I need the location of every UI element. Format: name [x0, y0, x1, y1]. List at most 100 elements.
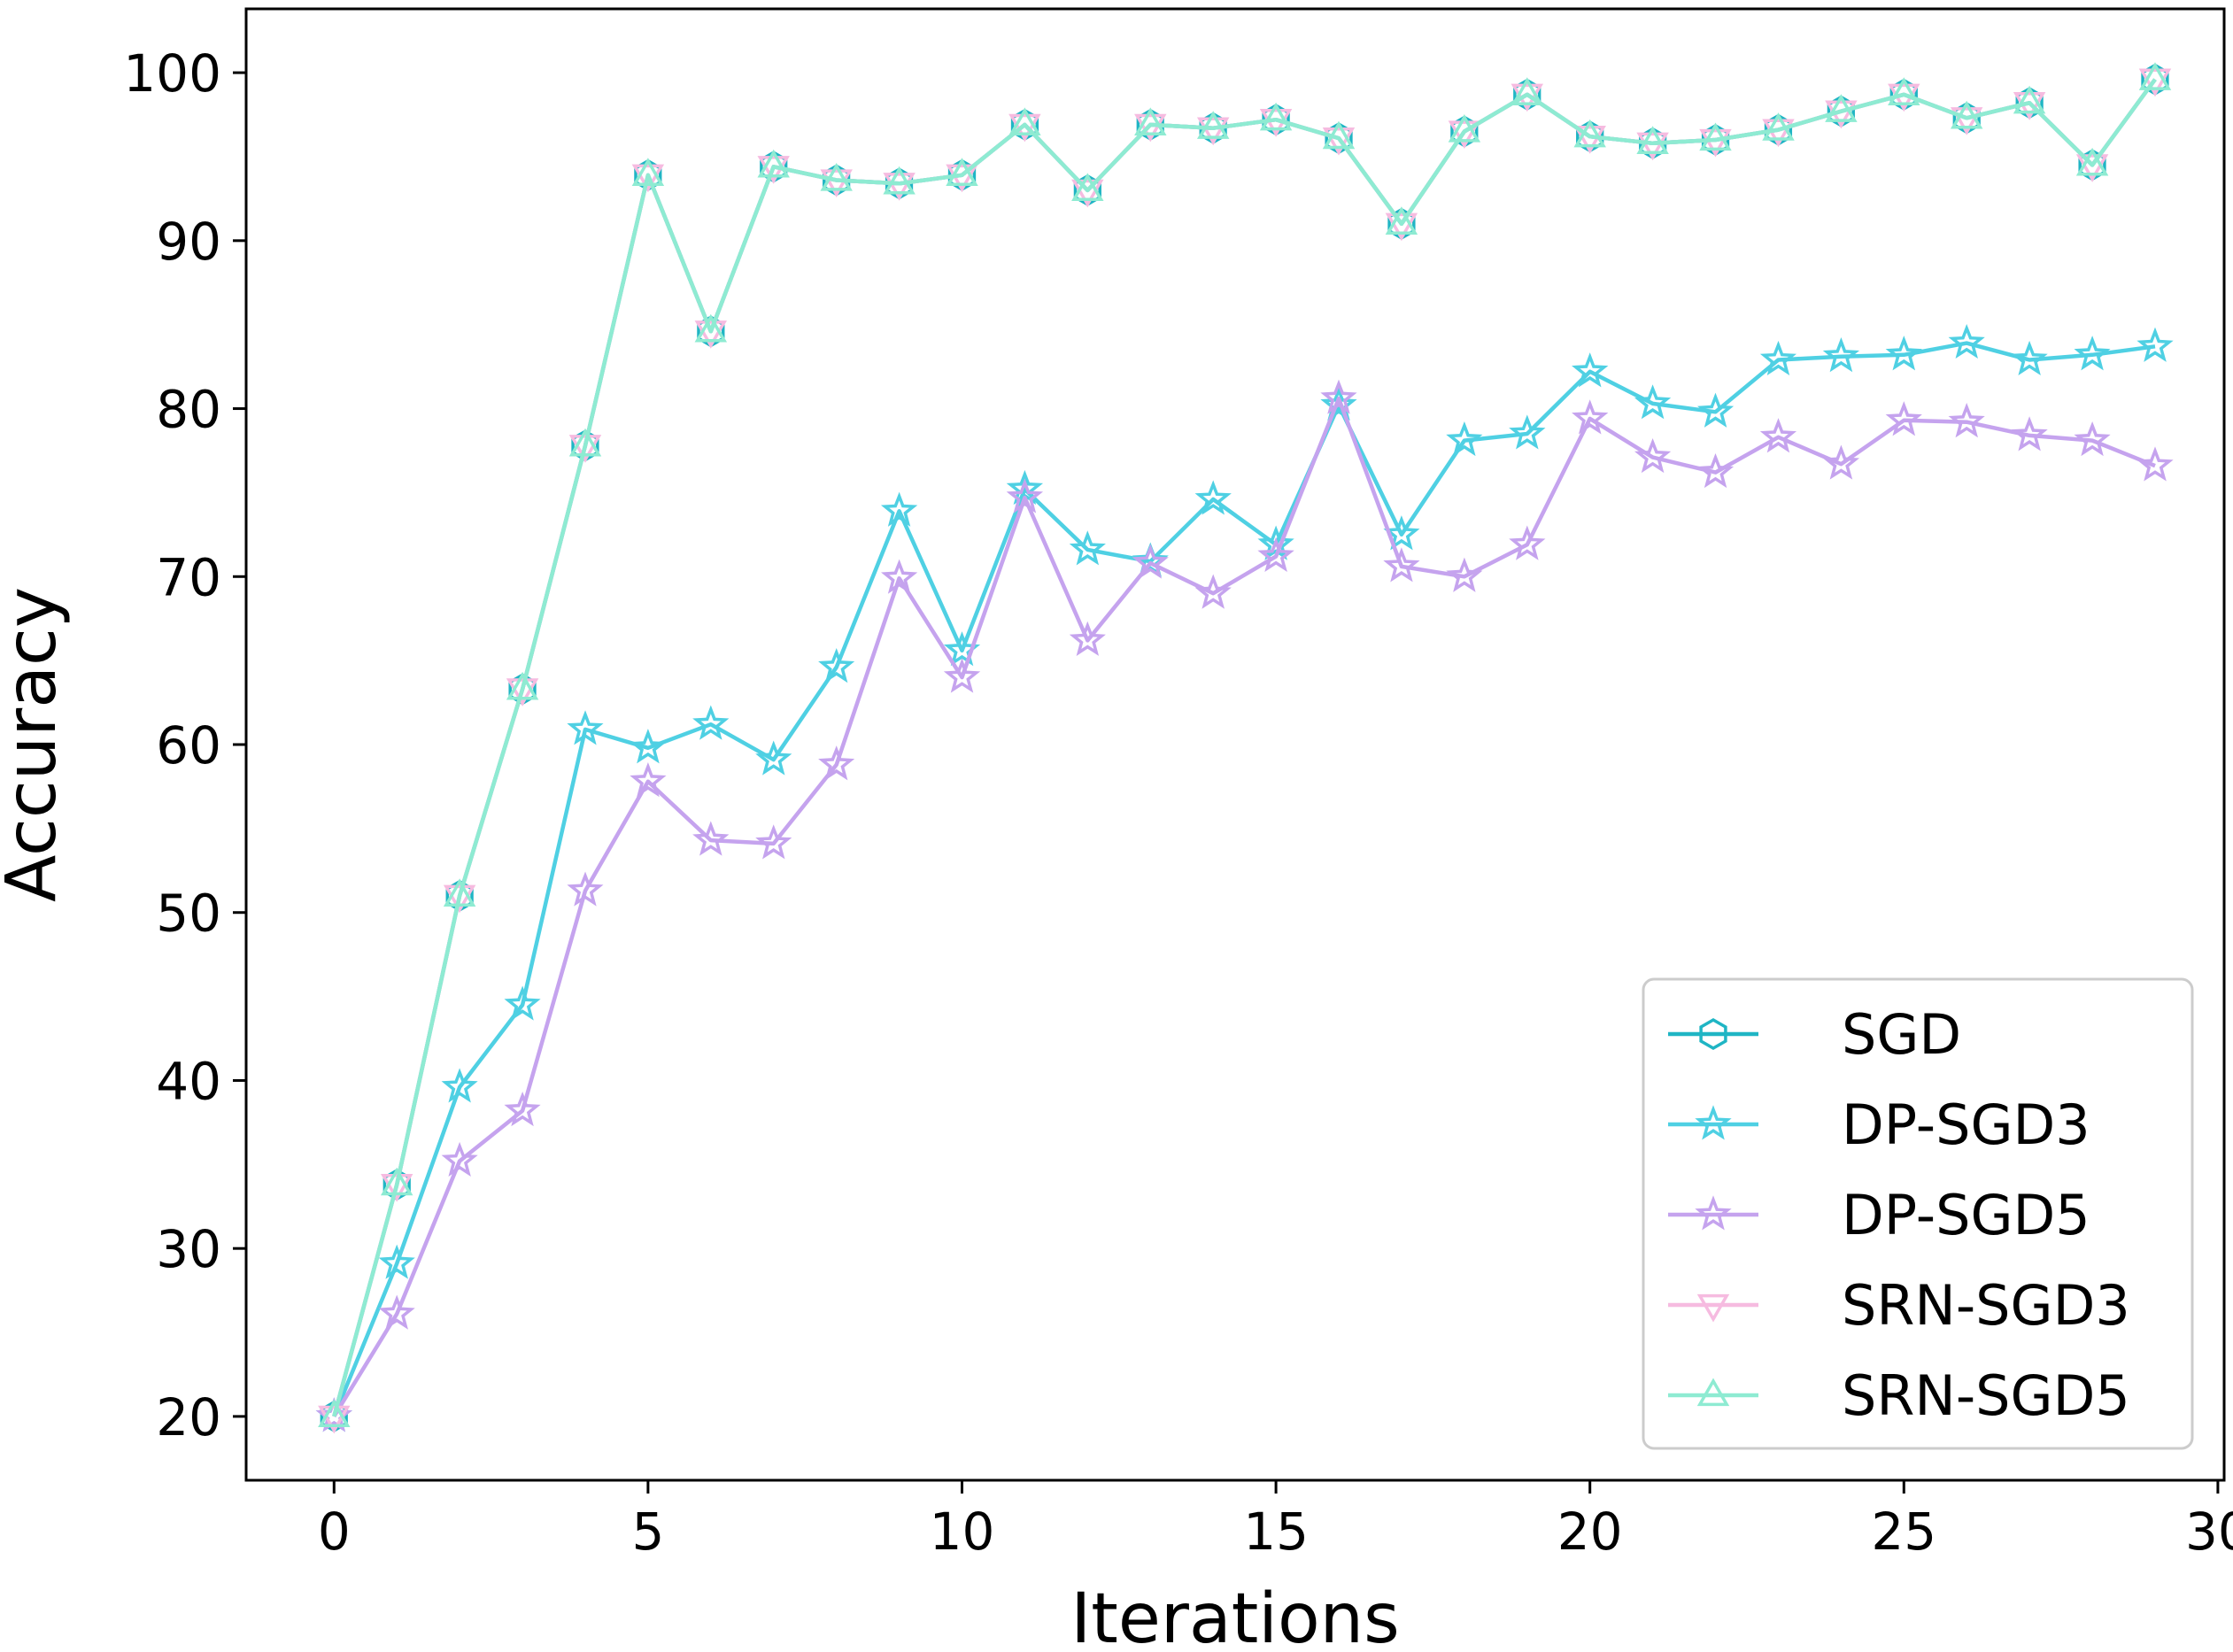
data-point	[1634, 384, 1672, 420]
data-point	[880, 491, 918, 527]
data-point	[1257, 537, 1294, 573]
legend-marker	[1695, 1195, 1732, 1231]
data-point	[1259, 102, 1293, 131]
data-point	[943, 658, 981, 693]
x-tick-label: 5	[631, 1501, 664, 1562]
data-point	[818, 745, 855, 781]
data-point	[1194, 480, 1232, 515]
data-point	[1636, 132, 1669, 161]
data-point	[630, 729, 667, 764]
legend-label: SRN-SGD3	[1842, 1273, 2130, 1338]
data-point	[1008, 113, 1041, 143]
data-point	[1888, 77, 1920, 105]
data-point	[1194, 574, 1232, 609]
data-point	[1885, 336, 1922, 371]
data-point	[2074, 421, 2111, 457]
data-point	[1134, 107, 1167, 136]
data-point	[1699, 128, 1732, 158]
data-point	[694, 313, 728, 343]
data-point	[1383, 547, 1420, 583]
y-axis: 20 30 40 50 60 70 80 90 100	[123, 43, 246, 1447]
data-point	[630, 761, 667, 798]
data-point	[1134, 113, 1167, 143]
data-point	[1697, 392, 1735, 428]
data-point	[378, 1294, 415, 1330]
data-point	[2013, 85, 2046, 114]
data-point	[1759, 418, 1797, 453]
x-tick-label: 20	[1557, 1501, 1623, 1562]
data-point	[1699, 122, 1732, 151]
data-point	[1509, 414, 1546, 450]
data-point	[1948, 323, 1985, 359]
data-point	[2075, 154, 2109, 182]
data-point	[1069, 621, 1106, 656]
data-point	[1006, 478, 1044, 513]
data-point	[441, 1068, 478, 1103]
data-point	[1008, 107, 1041, 136]
series-line	[332, 78, 2157, 1417]
data-point	[631, 158, 665, 186]
data-point	[2074, 336, 2111, 371]
series-layer	[315, 62, 2174, 1434]
data-point	[881, 559, 918, 594]
x-axis: 0 5 10 15 20 25 30	[318, 1480, 2233, 1562]
y-tick-label: 100	[123, 43, 221, 104]
data-point	[1322, 120, 1356, 150]
data-point	[1634, 437, 1672, 474]
data-point	[567, 871, 604, 907]
data-point	[883, 166, 916, 195]
data-point	[2075, 147, 2109, 176]
data-point	[1320, 379, 1357, 414]
data-point	[1132, 544, 1169, 579]
data-point	[1697, 452, 1735, 489]
data-point	[378, 1244, 415, 1279]
data-point	[1383, 515, 1420, 551]
data-point	[1511, 77, 1544, 105]
data-point	[1636, 126, 1669, 154]
data-point	[692, 705, 730, 740]
y-tick-label: 80	[156, 380, 221, 440]
x-tick-label: 0	[318, 1501, 351, 1562]
y-tick-label: 40	[156, 1051, 221, 1111]
data-point	[443, 878, 476, 907]
data-point	[1257, 525, 1294, 560]
data-point	[318, 1405, 351, 1434]
y-tick-label: 30	[156, 1219, 221, 1279]
data-point	[1573, 119, 1606, 148]
data-point	[1822, 336, 1860, 373]
data-point	[1322, 127, 1356, 156]
legend-label: SRN-SGD5	[1842, 1363, 2130, 1428]
data-point	[1446, 421, 1483, 457]
data-point	[1948, 403, 1985, 438]
series-dp-sgd5	[315, 379, 2174, 1432]
data-point	[631, 164, 665, 193]
legend-marker	[1696, 1378, 1730, 1407]
x-axis-title: Iterations	[1070, 1579, 1400, 1652]
data-point	[820, 169, 853, 198]
data-point	[1446, 557, 1483, 592]
data-point	[946, 158, 978, 186]
data-point	[504, 1091, 541, 1127]
x-tick-label: 15	[1243, 1501, 1309, 1562]
data-point	[2011, 340, 2048, 376]
data-point	[1385, 212, 1418, 242]
data-point	[1822, 444, 1860, 480]
data-point	[1885, 401, 1922, 436]
data-point	[1071, 173, 1104, 202]
data-point	[755, 824, 792, 860]
data-point	[2138, 62, 2172, 90]
data-point	[2138, 68, 2172, 97]
data-point	[1950, 107, 1983, 135]
legend-label: DP-SGD3	[1842, 1092, 2090, 1157]
data-point	[380, 1167, 413, 1196]
data-point	[506, 678, 539, 706]
data-point	[1762, 112, 1795, 141]
data-point	[1385, 206, 1418, 235]
data-point	[506, 671, 539, 700]
data-point	[443, 884, 476, 914]
data-point	[441, 1141, 478, 1177]
data-point	[2011, 416, 2048, 452]
data-point	[1448, 113, 1481, 143]
y-tick-label: 20	[156, 1387, 221, 1447]
